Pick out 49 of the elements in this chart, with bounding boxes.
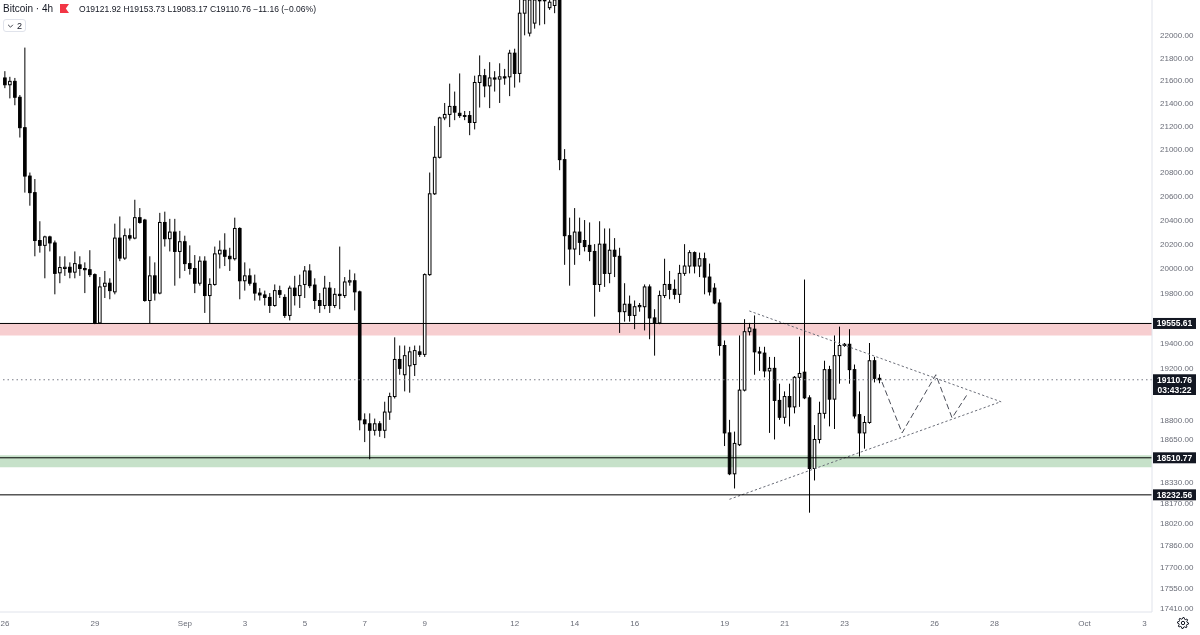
y-tick-label: 20000.00 [1160,264,1194,274]
x-tick-label: 9 [422,618,428,628]
y-tick-label: 21800.00 [1160,53,1194,63]
y-tick-label: 20400.00 [1160,215,1194,225]
x-tick-label: 26 [0,618,10,628]
y-tick-label: 20600.00 [1160,192,1194,202]
y-tick-label: 18800.00 [1160,415,1194,425]
y-tick-label: 18650.00 [1160,435,1194,445]
y-tick-label: 18330.00 [1160,477,1194,487]
y-tick-label: 21000.00 [1160,144,1194,154]
y-tick-label: 18020.00 [1160,519,1194,529]
x-tick-label: 3 [242,618,248,628]
ref-line-label: 19110.76 [1157,374,1193,385]
ref-line-label: 18232.56 [1156,489,1193,500]
x-tick-label: 14 [570,618,580,628]
ref-line-label: 18510.77 [1156,452,1193,463]
x-tick-label: 23 [840,618,850,628]
x-tick-label: Oct [1078,618,1092,628]
chart-title: Bitcoin · 4h [3,3,54,14]
toggle-button: 2 [3,19,26,32]
x-tick-label: 26 [930,618,940,628]
y-tick-label: 17410.00 [1160,603,1194,613]
y-tick-label: 21400.00 [1160,98,1194,108]
y-tick-label: 20200.00 [1160,239,1194,249]
x-tick-label: 16 [630,618,640,628]
x-tick-label: 5 [302,618,308,628]
y-tick-label: 21200.00 [1160,121,1194,131]
y-tick-label: 18170.00 [1160,499,1194,509]
x-tick-label: 21 [780,618,790,628]
x-tick-label: Sep [177,618,193,628]
x-tick-label: 29 [90,618,100,628]
y-tick-label: 19400.00 [1160,338,1194,348]
y-tick-label: 21600.00 [1160,76,1194,86]
ref-line-label: 19555.61 [1156,318,1193,329]
chart-subtitle: O19121.92 H19153.73 L19083.17 C19110.76 −11.16 (−0.06%) [79,3,316,14]
y-tick-label: 22000.00 [1160,31,1194,41]
text: 03:43:22 [1157,385,1192,396]
x-tick-label: 12 [510,618,520,628]
x-tick-label: 19 [720,618,730,628]
y-tick-label: 17860.00 [1160,541,1194,551]
y-tick-label: 19800.00 [1160,288,1194,298]
y-tick-label: 17550.00 [1160,584,1194,594]
y-tick-label: 17700.00 [1160,563,1194,573]
y-tick-label: 20800.00 [1160,168,1194,178]
y-tick-label: 19200.00 [1160,364,1194,374]
x-tick-label: 3 [1142,618,1148,628]
x-tick-label: 28 [990,618,1000,628]
annotation: 2 [17,20,23,31]
x-tick-label: 7 [362,618,368,628]
